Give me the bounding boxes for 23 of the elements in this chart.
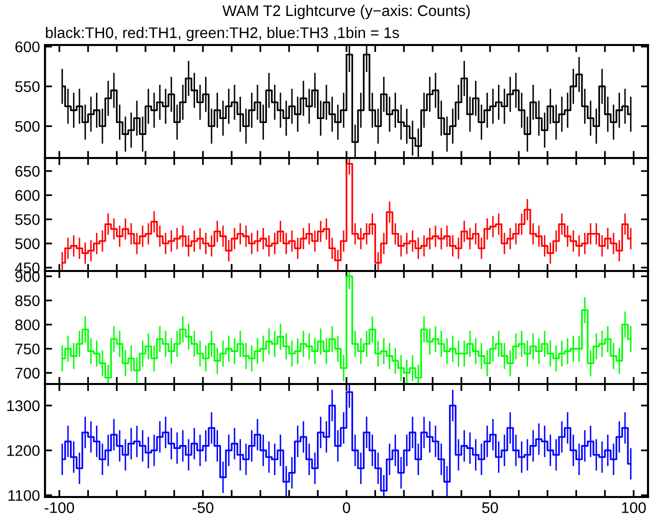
y-tick-label: 500 [15,121,40,132]
y-tick-label: 550 [15,81,40,92]
y-tick-label: 1100 [8,490,40,501]
y-tick-label: 700 [15,368,40,379]
y-tick-label: 600 [15,190,40,201]
x-tick-label: 50 [482,502,498,514]
y-tick-label: 800 [15,319,40,330]
x-tick-label: 0 [342,502,350,514]
y-tick-label: 1200 [7,445,40,456]
x-tick-label: 100 [622,502,646,514]
y-tick-label: 900 [15,271,40,282]
x-tick-label: -100 [44,502,74,514]
chart-title: WAM T2 Lightcurve (y−axis: Counts) [222,4,470,20]
x-tick-label: -50 [192,502,214,514]
y-tick-label: 600 [15,41,40,52]
y-tick-label: 450 [15,262,40,274]
y-tick-label: 500 [15,238,40,250]
y-tick-label: 850 [15,295,40,306]
chart-subtitle: black:TH0, red:TH1, green:TH2, blue:TH3 ,1bin = 1s [46,26,399,42]
y-tick-label: 750 [15,344,40,354]
y-tick-label: 550 [15,214,40,226]
y-tick-label: 650 [15,166,40,177]
y-tick-label: 1300 [7,400,40,412]
